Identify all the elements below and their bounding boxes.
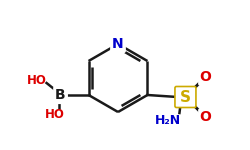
Text: O: O: [200, 70, 211, 84]
Text: B: B: [55, 88, 66, 102]
FancyBboxPatch shape: [175, 87, 196, 108]
Text: S: S: [180, 90, 191, 105]
Text: HO: HO: [44, 108, 64, 122]
Text: N: N: [112, 37, 124, 51]
Text: H₂N: H₂N: [154, 114, 180, 128]
Text: HO: HO: [26, 75, 46, 87]
Text: O: O: [200, 110, 211, 124]
